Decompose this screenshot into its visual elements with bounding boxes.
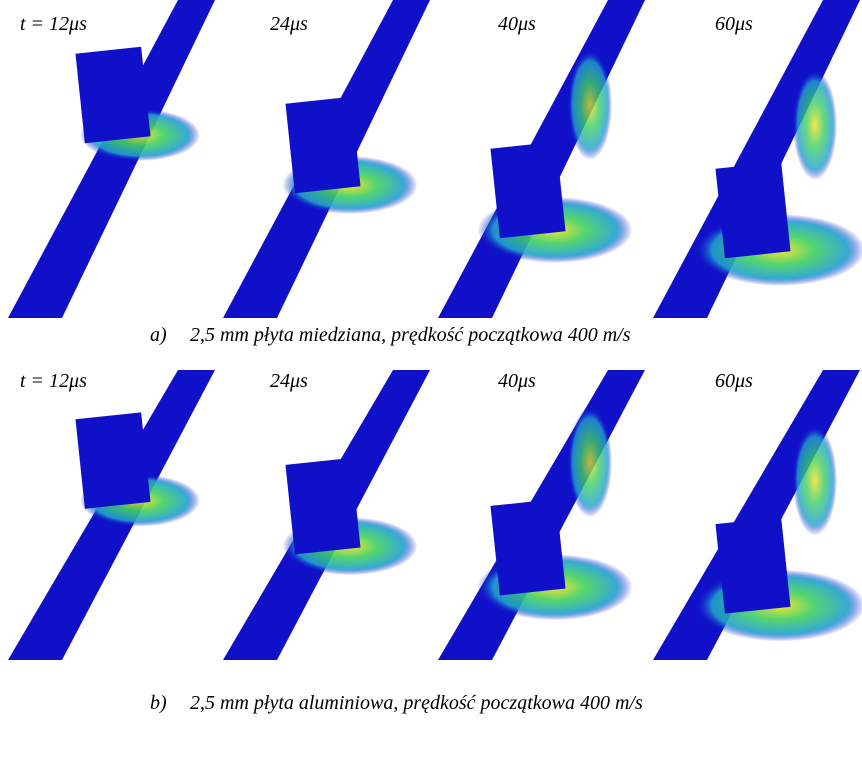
caption-label: a)	[150, 324, 167, 346]
time-label: t = 12μs	[20, 370, 87, 392]
plate	[8, 0, 215, 318]
time-label: 24μs	[270, 370, 308, 392]
simulation-frame	[653, 370, 862, 660]
simulation-frame	[223, 370, 430, 660]
caption: 2,5 mm płyta miedziana, prędkość początk…	[190, 324, 631, 346]
projectile	[715, 517, 790, 613]
projectile	[75, 47, 150, 143]
simulation-row: t = 12μs 24μs 40μs 60μs a) 2,5 mm płyta miedz…	[8, 0, 862, 346]
projectile	[490, 499, 565, 595]
stress-splash	[568, 50, 612, 160]
caption: 2,5 mm płyta aluminiowa, prędkość począt…	[190, 692, 643, 714]
time-label: 60μs	[715, 13, 753, 35]
stress-splash	[568, 407, 612, 517]
simulation-frame	[653, 0, 862, 318]
projectile	[285, 97, 360, 193]
projectile	[490, 142, 565, 238]
projectile	[715, 162, 790, 258]
simulation-row: t = 12μs 24μs 40μs 60μs b) 2,5 mm płyta alumi…	[8, 370, 862, 714]
simulation-frame	[438, 0, 645, 318]
page: t = 12μs 24μs 40μs 60μs a) 2,5 mm płyta miedz…	[0, 0, 862, 753]
time-label: 24μs	[270, 13, 308, 35]
time-label: 60μs	[715, 370, 753, 392]
time-label: t = 12μs	[20, 13, 87, 35]
stress-splash	[793, 425, 837, 535]
figure: t = 12μs 24μs 40μs 60μs a) 2,5 mm płyta miedz…	[0, 0, 862, 753]
simulation-frame	[8, 370, 215, 660]
time-label: 40μs	[498, 13, 536, 35]
simulation-frame	[8, 0, 215, 318]
stress-splash	[793, 70, 837, 180]
time-label: 40μs	[498, 370, 536, 392]
projectile	[285, 458, 360, 554]
caption-label: b)	[150, 692, 167, 714]
simulation-frame	[438, 370, 645, 660]
projectile	[75, 412, 150, 508]
simulation-frame	[223, 0, 430, 318]
